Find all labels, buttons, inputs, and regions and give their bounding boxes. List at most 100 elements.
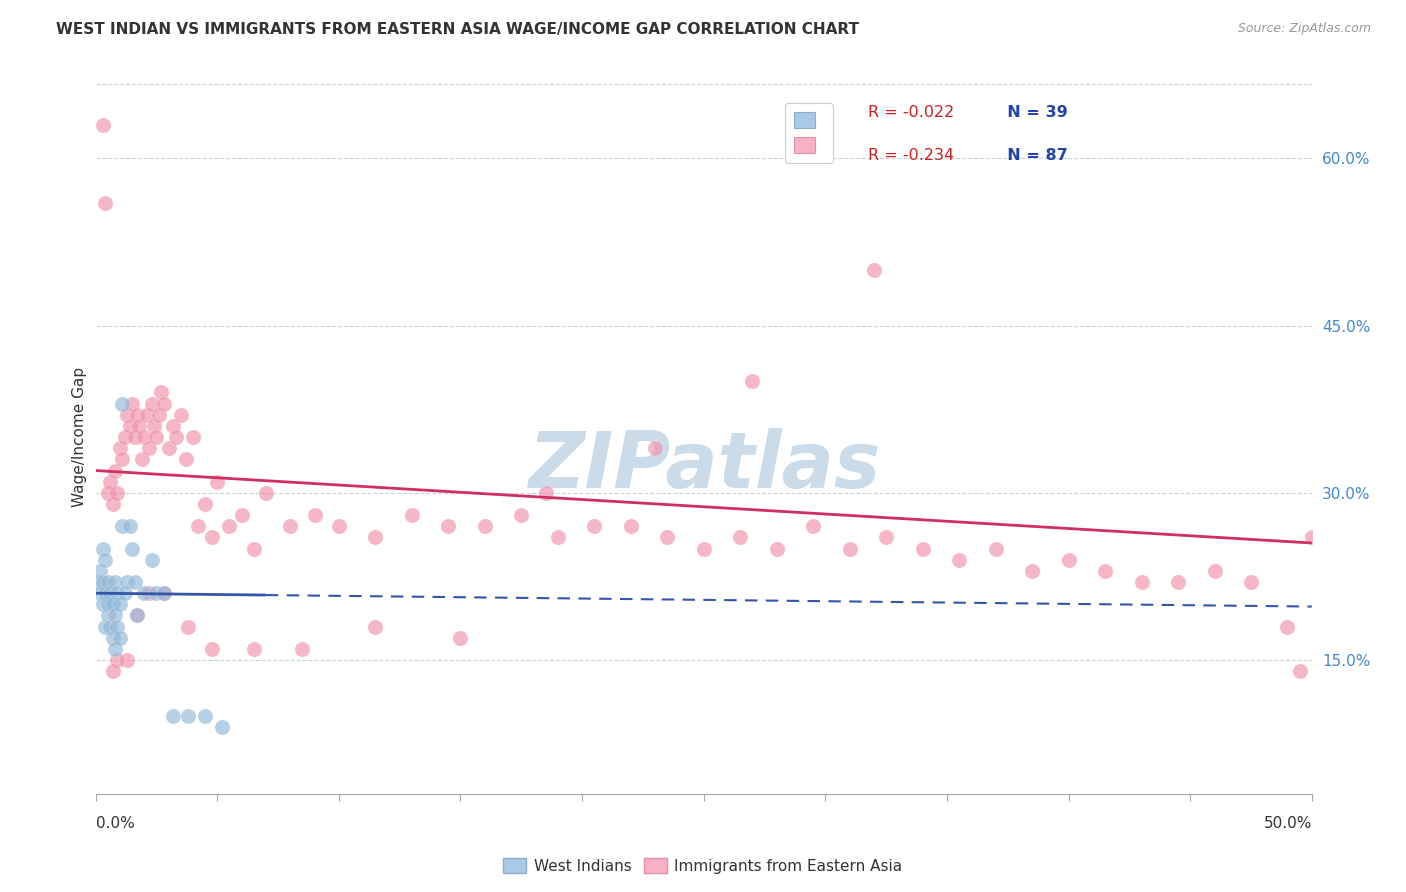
Point bbox=[101, 631, 124, 645]
Point bbox=[121, 541, 143, 556]
Point bbox=[231, 508, 253, 522]
Point bbox=[91, 541, 114, 556]
Point bbox=[107, 485, 129, 500]
Point bbox=[91, 574, 114, 589]
Point bbox=[474, 519, 496, 533]
Point bbox=[94, 619, 117, 633]
Point bbox=[115, 653, 138, 667]
Point bbox=[107, 586, 129, 600]
Point bbox=[111, 519, 134, 533]
Point bbox=[1277, 619, 1299, 633]
Point bbox=[291, 642, 314, 657]
Point bbox=[364, 619, 387, 633]
Point bbox=[948, 552, 970, 567]
Point bbox=[94, 195, 117, 210]
Point bbox=[115, 408, 138, 422]
Point bbox=[364, 530, 387, 544]
Point bbox=[152, 586, 174, 600]
Point bbox=[863, 263, 886, 277]
Point bbox=[108, 441, 131, 455]
Point bbox=[1021, 564, 1043, 578]
Point bbox=[177, 708, 200, 723]
Point bbox=[121, 396, 143, 410]
Point bbox=[134, 430, 156, 444]
Point bbox=[138, 586, 160, 600]
Point bbox=[101, 664, 124, 678]
Point bbox=[242, 642, 264, 657]
Point bbox=[534, 485, 557, 500]
Text: R = -0.022: R = -0.022 bbox=[868, 105, 955, 120]
Y-axis label: Wage/Income Gap: Wage/Income Gap bbox=[72, 367, 87, 508]
Point bbox=[107, 653, 129, 667]
Point bbox=[107, 619, 129, 633]
Legend: , : , bbox=[785, 103, 832, 163]
Point bbox=[254, 485, 277, 500]
Text: WEST INDIAN VS IMMIGRANTS FROM EASTERN ASIA WAGE/INCOME GAP CORRELATION CHART: WEST INDIAN VS IMMIGRANTS FROM EASTERN A… bbox=[56, 22, 859, 37]
Point bbox=[583, 519, 606, 533]
Point bbox=[97, 574, 120, 589]
Text: 0.0%: 0.0% bbox=[96, 816, 135, 830]
Point bbox=[157, 441, 180, 455]
Point bbox=[98, 619, 121, 633]
Point bbox=[437, 519, 460, 533]
Point bbox=[1288, 664, 1310, 678]
Point bbox=[765, 541, 787, 556]
Point bbox=[118, 519, 141, 533]
Point bbox=[801, 519, 824, 533]
Point bbox=[124, 574, 146, 589]
Text: 50.0%: 50.0% bbox=[1264, 816, 1312, 830]
Point bbox=[135, 408, 157, 422]
Point bbox=[1094, 564, 1116, 578]
Point bbox=[111, 452, 134, 467]
Point bbox=[94, 586, 117, 600]
Text: ZIPatlas: ZIPatlas bbox=[527, 427, 880, 504]
Text: N = 87: N = 87 bbox=[995, 148, 1067, 162]
Point bbox=[138, 441, 160, 455]
Point bbox=[104, 574, 127, 589]
Point bbox=[1240, 574, 1263, 589]
Point bbox=[207, 475, 229, 489]
Point bbox=[89, 564, 111, 578]
Point bbox=[134, 586, 156, 600]
Point bbox=[211, 720, 233, 734]
Point bbox=[104, 608, 127, 623]
Point bbox=[194, 708, 217, 723]
Point bbox=[304, 508, 326, 522]
Point bbox=[141, 552, 163, 567]
Point bbox=[165, 430, 187, 444]
Point bbox=[131, 452, 153, 467]
Point bbox=[98, 475, 121, 489]
Point bbox=[115, 574, 138, 589]
Point bbox=[104, 464, 127, 478]
Point bbox=[145, 430, 167, 444]
Point bbox=[693, 541, 716, 556]
Point bbox=[201, 530, 224, 544]
Point bbox=[141, 396, 163, 410]
Legend: West Indians, Immigrants from Eastern Asia: West Indians, Immigrants from Eastern As… bbox=[498, 852, 908, 880]
Point bbox=[170, 408, 193, 422]
Point bbox=[89, 586, 111, 600]
Point bbox=[162, 419, 184, 434]
Point bbox=[1130, 574, 1153, 589]
Point bbox=[1301, 530, 1323, 544]
Point bbox=[201, 642, 224, 657]
Point bbox=[174, 452, 197, 467]
Point bbox=[875, 530, 897, 544]
Point bbox=[143, 419, 166, 434]
Point bbox=[97, 608, 120, 623]
Point bbox=[152, 396, 174, 410]
Point bbox=[181, 430, 204, 444]
Point bbox=[401, 508, 423, 522]
Point bbox=[104, 642, 127, 657]
Point bbox=[194, 497, 217, 511]
Point bbox=[177, 619, 200, 633]
Point bbox=[118, 419, 141, 434]
Point bbox=[111, 396, 134, 410]
Point bbox=[152, 586, 174, 600]
Text: N = 39: N = 39 bbox=[995, 105, 1067, 120]
Point bbox=[91, 598, 114, 612]
Point bbox=[97, 485, 120, 500]
Point bbox=[328, 519, 350, 533]
Point bbox=[114, 586, 136, 600]
Point bbox=[108, 598, 131, 612]
